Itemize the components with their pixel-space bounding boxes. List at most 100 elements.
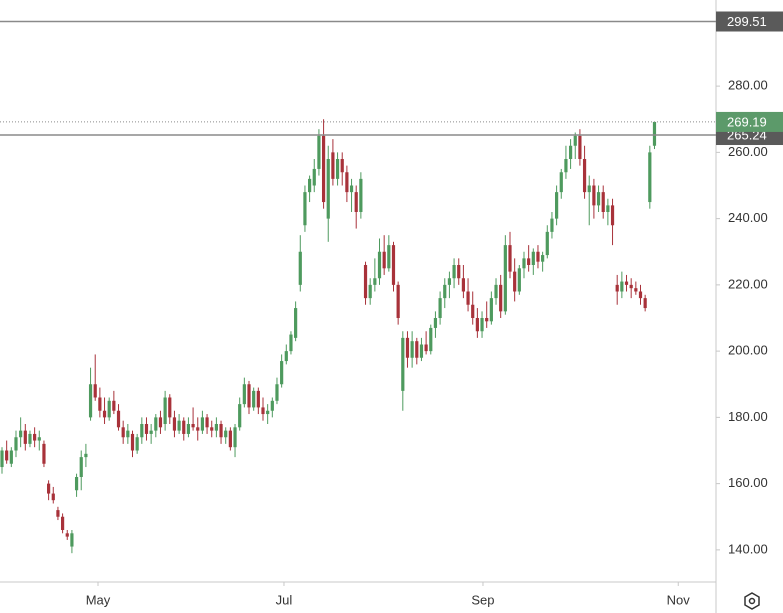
candle-body [252, 390, 256, 408]
candle-body [517, 268, 521, 292]
candle-body [415, 341, 419, 358]
last-price-label: 269.19 [727, 114, 767, 129]
candle-body [480, 317, 484, 332]
candle-body [531, 251, 535, 265]
candle-body [638, 291, 643, 299]
candle-body [294, 308, 298, 338]
candle-body [130, 433, 135, 451]
candle-body [447, 278, 452, 285]
y-tick-label: 260.00 [728, 144, 768, 159]
candle-body [489, 298, 493, 322]
x-tick-label: Nov [667, 592, 691, 607]
candle-body [461, 278, 465, 292]
candle-body [9, 450, 13, 464]
settings-hexagon [744, 592, 760, 610]
candle-body [275, 384, 279, 401]
candle-body [443, 284, 447, 299]
candle-body [433, 317, 438, 328]
candle-body [224, 430, 228, 438]
candle-body [587, 185, 591, 193]
candle-body [19, 430, 23, 438]
y-tick-label: 240.00 [728, 210, 768, 225]
candle-body [256, 390, 260, 408]
candle-body [405, 337, 410, 358]
candle-body [280, 361, 284, 385]
candle-body [126, 430, 130, 438]
candle-body [382, 251, 386, 269]
candle-body [112, 400, 116, 411]
candle-body [14, 437, 18, 451]
candle-body [238, 404, 242, 428]
candle-body [573, 135, 577, 146]
candle-body [629, 284, 633, 289]
candle-body [51, 493, 55, 501]
candle-body [596, 192, 601, 206]
candle-body [345, 172, 349, 193]
settings-icon[interactable] [744, 592, 760, 610]
x-tick-label: May [86, 592, 111, 607]
candle-body [149, 430, 153, 434]
candle-body [247, 384, 251, 408]
candle-body [326, 158, 330, 219]
candle-body [648, 152, 652, 203]
y-tick-label: 220.00 [728, 276, 768, 291]
candle-body [438, 298, 442, 318]
candle-body [610, 205, 615, 226]
candle-body [182, 420, 186, 434]
candle-body [60, 516, 65, 530]
candle-body [210, 427, 214, 431]
x-tick-label: Jul [276, 592, 293, 607]
candle-body [564, 158, 568, 173]
candle-body [527, 258, 531, 265]
candle-body [84, 453, 88, 458]
candle-body [116, 410, 121, 428]
candle-body [377, 251, 382, 279]
candle-body [513, 271, 517, 292]
candle-body [228, 430, 232, 448]
candle-body [261, 407, 265, 415]
candle-body [23, 430, 27, 444]
candle-body [121, 427, 125, 438]
candle-body [424, 344, 428, 352]
candle-body [102, 410, 107, 418]
candle-body [107, 400, 111, 418]
candle-body [65, 533, 69, 537]
candle-body [410, 341, 414, 358]
candle-body [303, 192, 307, 226]
candle-body [499, 284, 503, 312]
y-tick-label: 280.00 [728, 78, 768, 93]
candle-body [471, 304, 475, 318]
candle-body [196, 427, 200, 431]
candle-body [363, 264, 368, 299]
candle-body [88, 384, 93, 418]
candle-body [559, 172, 563, 193]
candle-body [601, 192, 605, 212]
candle-body [177, 420, 181, 431]
candle-body [144, 423, 149, 434]
candle-body [354, 192, 358, 212]
candle-body [373, 278, 377, 285]
candle-body [135, 437, 139, 451]
candle-body [5, 450, 9, 461]
candle-body [466, 291, 470, 305]
candle-body [387, 245, 391, 269]
candle-body [568, 145, 573, 159]
candle-body [0, 450, 4, 468]
candle-body [429, 327, 433, 352]
candle-body [541, 255, 545, 262]
candle-body [359, 178, 363, 212]
candle-body [368, 284, 372, 299]
candle-body [545, 231, 549, 256]
y-tick-label: 140.00 [728, 541, 768, 556]
candle-body [536, 251, 540, 262]
candle-body [335, 158, 340, 179]
y-tick-label: 200.00 [728, 343, 768, 358]
candle-body [298, 251, 302, 285]
candle-body [643, 298, 647, 309]
candle-body [70, 533, 74, 547]
candle-body [452, 264, 456, 279]
candle-body [624, 281, 629, 285]
candle-body [312, 168, 316, 186]
candle-body [321, 135, 326, 203]
